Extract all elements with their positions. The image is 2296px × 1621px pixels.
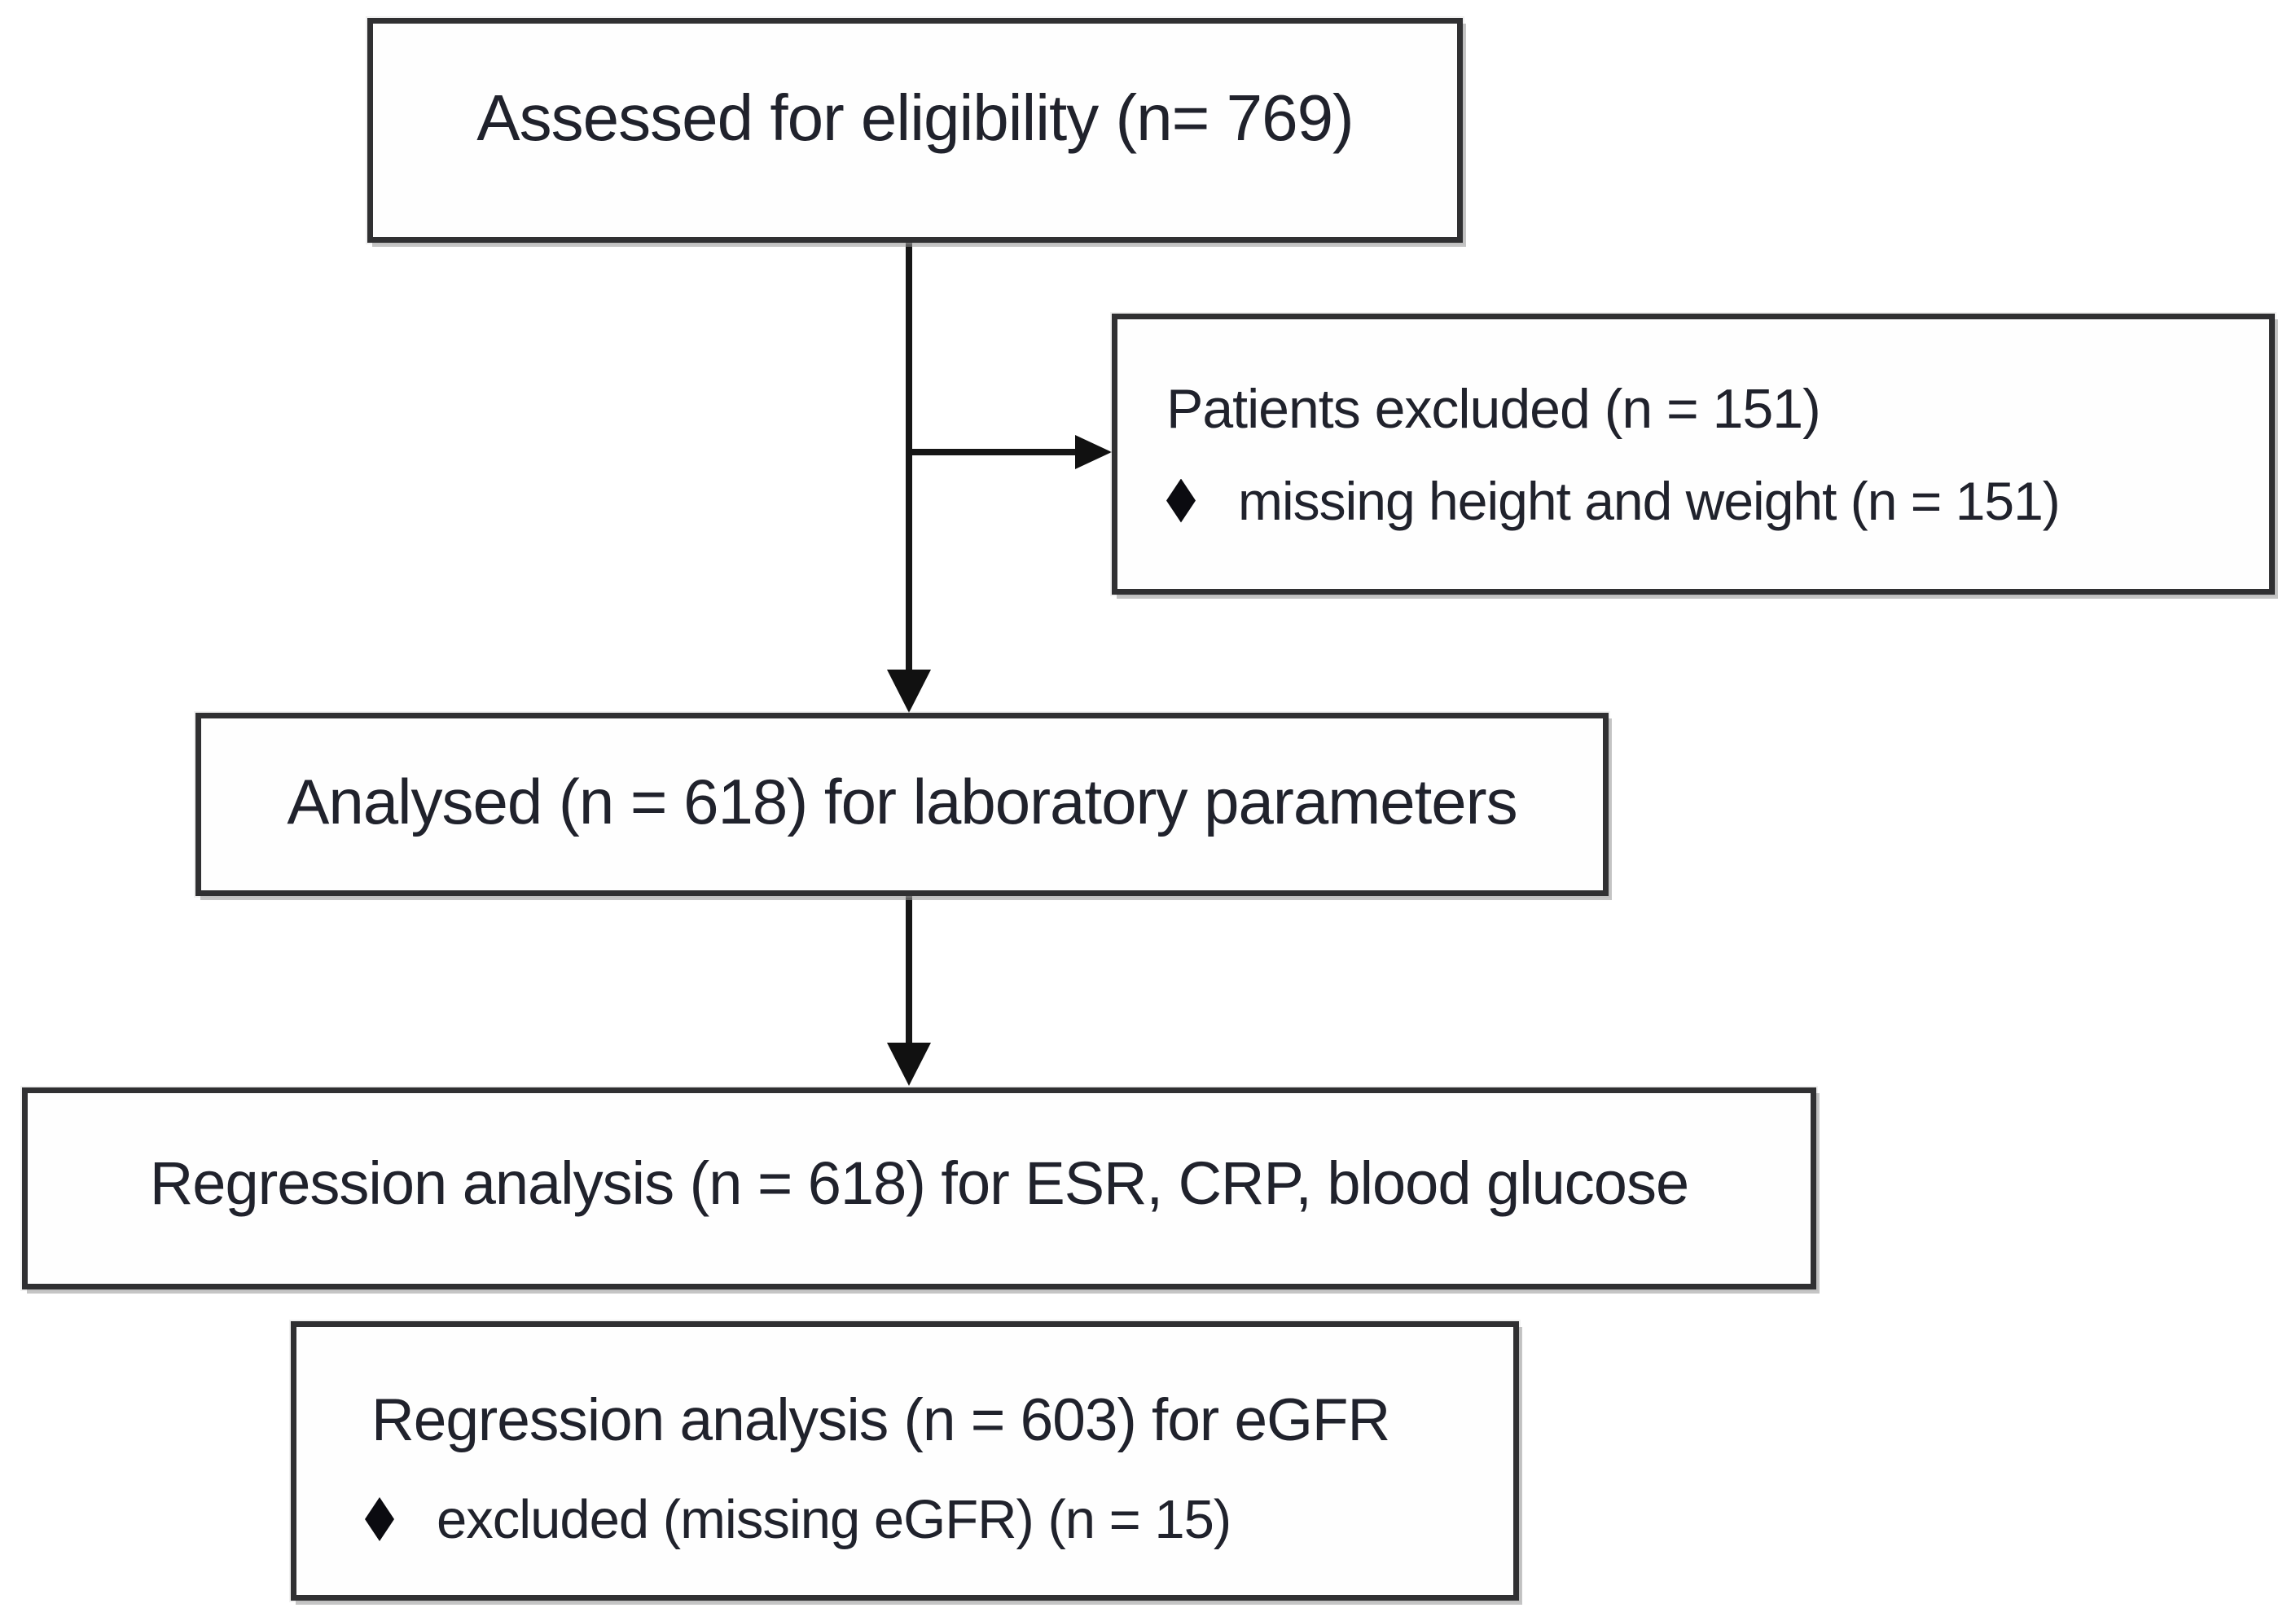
diamond-bullet-icon <box>365 1497 394 1541</box>
arrowhead-right-icon <box>1075 435 1112 469</box>
assessed-label: Assessed for eligibility (n= 769) <box>476 81 1354 154</box>
regression-lab-box: Regression analysis (n = 618) for ESR, C… <box>22 1087 1816 1289</box>
regression-egfr-bullet-row: excluded (missing eGFR) (n = 15) <box>365 1488 1513 1551</box>
assessed-box: Assessed for eligibility (n= 769) <box>367 18 1463 243</box>
excluded-title: Patients excluded (n = 151) <box>1166 377 1821 440</box>
excluded-bullet-label: missing height and weight (n = 151) <box>1238 470 2061 531</box>
regression-lab-label: Regression analysis (n = 618) for ESR, C… <box>149 1149 1689 1217</box>
analysed-box: Analysed (n = 618) for laboratory parame… <box>195 713 1609 896</box>
regression-egfr-box: Regression analysis (n = 603) for eGFR e… <box>291 1321 1519 1601</box>
flow-line-to-excluded <box>906 449 1078 455</box>
arrowhead-down-icon <box>887 670 931 713</box>
excluded-box: Patients excluded (n = 151) missing heig… <box>1112 314 2275 595</box>
analysed-label: Analysed (n = 618) for laboratory parame… <box>287 766 1517 837</box>
regression-egfr-bullet-label: excluded (missing eGFR) (n = 15) <box>437 1488 1231 1550</box>
regression-egfr-title: Regression analysis (n = 603) for eGFR <box>371 1386 1390 1453</box>
flow-line-assessed-to-analysed <box>906 241 912 671</box>
diamond-bullet-icon <box>1166 478 1196 523</box>
flow-line-analysed-to-regression <box>906 894 912 1044</box>
excluded-bullet-row: missing height and weight (n = 151) <box>1166 470 2269 532</box>
arrowhead-down-icon <box>887 1043 931 1086</box>
